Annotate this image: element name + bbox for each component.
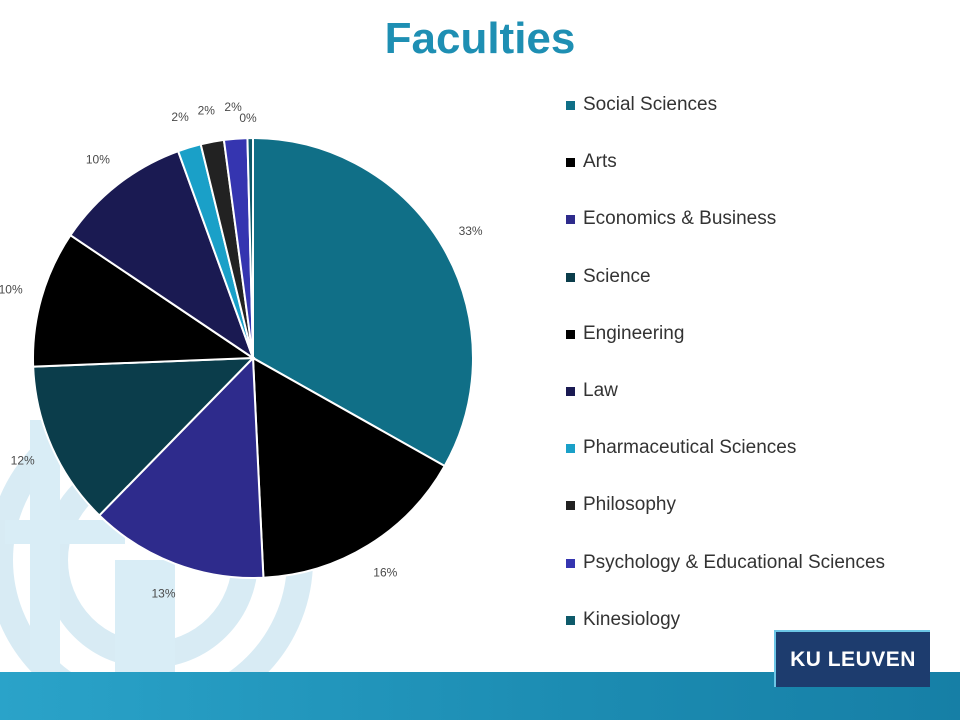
legend-swatch	[566, 215, 575, 225]
legend-swatch	[566, 386, 575, 396]
legend-item-8: Philosophy	[566, 494, 885, 551]
data-label-1: 33%	[459, 224, 483, 238]
legend-label: Psychology & Educational Sciences	[583, 551, 886, 573]
data-label-3: 13%	[151, 587, 175, 601]
legend-item-10: Kinesiology	[566, 609, 885, 666]
pie-slice-1	[252, 136, 474, 468]
chart-legend: Social Sciences Arts Economics & Business S…	[566, 94, 885, 666]
legend-swatch	[566, 101, 575, 110]
legend-label: Kinesiology	[583, 608, 681, 630]
pie-slice-10	[246, 136, 254, 359]
ku-leuven-logo: KU LEUVEN	[774, 630, 930, 687]
legend-label: Social Sciences	[583, 94, 718, 115]
pie-labels: 33%16%13%12%10%10%2% 2% 2%0%	[0, 100, 483, 601]
legend-swatch	[566, 329, 575, 339]
legend-item-7: Pharmaceutical Sciences	[566, 437, 885, 494]
data-label-4: 12%	[11, 453, 35, 467]
legend-item-3: Economics & Business	[566, 208, 885, 265]
data-label-10: 0%	[239, 111, 257, 125]
data-label-7: 2%	[171, 110, 189, 124]
legend-swatch	[566, 158, 575, 168]
legend-label: Pharmaceutical Sciences	[583, 437, 797, 459]
legend-item-6: Law	[566, 380, 885, 437]
data-label-8: 2%	[198, 103, 216, 117]
legend-swatch	[566, 444, 575, 454]
legend-label: Arts	[583, 151, 617, 173]
data-label-5: 10%	[0, 282, 23, 296]
legend-item-1: Social Sciences	[566, 94, 885, 151]
pie-slice-3	[97, 355, 265, 579]
logo-text: KU LEUVEN	[790, 647, 916, 671]
chart-title: Faculties	[384, 14, 576, 63]
legend-label: Economics & Business	[583, 208, 777, 230]
legend-label: Philosophy	[583, 494, 676, 516]
legend-item-4: Science	[566, 266, 885, 323]
pie-slice-2	[251, 356, 447, 579]
data-label-6: 10%	[86, 152, 110, 166]
data-label-2: 16%	[373, 566, 397, 580]
legend-swatch	[566, 501, 575, 511]
legend-label: Science	[583, 265, 651, 287]
legend-item-9: Psychology & Educational Sciences	[566, 552, 885, 609]
pie-slice-6	[69, 149, 255, 361]
legend-label: Law	[583, 379, 618, 401]
pie-slice-5	[32, 233, 257, 368]
pie-slice-4	[32, 356, 256, 517]
pie-slices	[32, 136, 474, 579]
legend-swatch	[566, 615, 575, 625]
legend-item-5: Engineering	[566, 323, 885, 380]
legend-label: Engineering	[583, 322, 685, 344]
legend-item-2: Arts	[566, 151, 885, 208]
legend-swatch	[566, 272, 575, 282]
legend-swatch	[566, 558, 575, 568]
data-label-9: 2%	[224, 100, 242, 114]
